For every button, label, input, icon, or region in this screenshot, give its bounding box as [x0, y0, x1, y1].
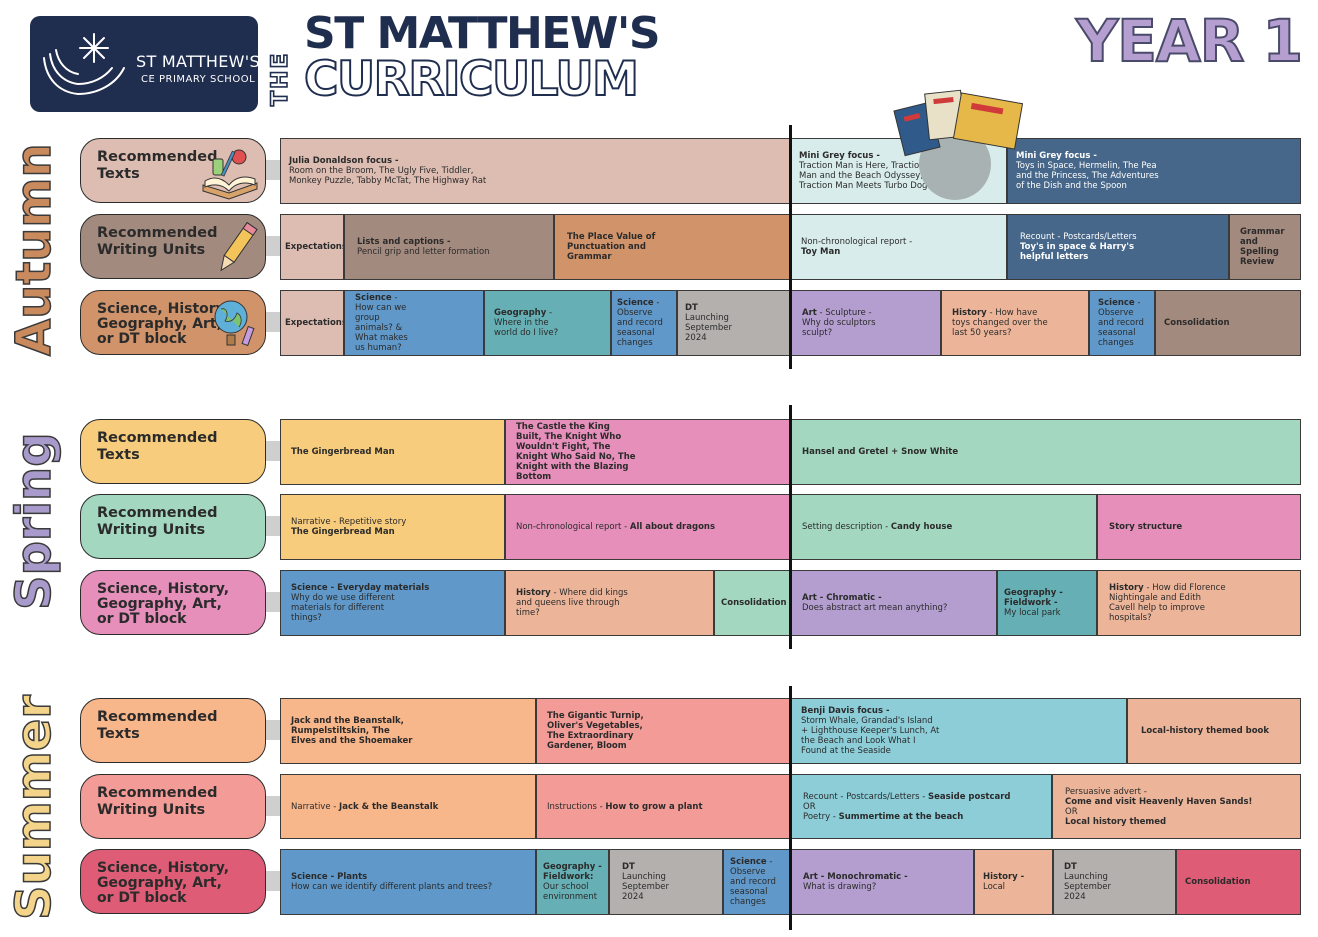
term-divider-spring: [789, 405, 792, 649]
spring-writing-non-chron: Non-chronological report - All about dra…: [505, 494, 790, 560]
row-label-spring-texts: Recommended Texts: [80, 419, 266, 484]
autumn-foundation-expectations: Expectations: [280, 290, 344, 356]
term-divider-autumn: [789, 125, 792, 369]
spring-text-1: The Gingerbread Man: [280, 419, 505, 485]
autumn-writing-grammar-review: Grammar and Spelling Review: [1229, 214, 1301, 280]
globe-icon: [214, 300, 255, 347]
autumn-writing-recount: Recount - Postcards/Letters Toy's in spac…: [1007, 214, 1229, 280]
book-covers-image: [893, 88, 1024, 204]
summer-foundation-dt-2: DT Launching September 2024: [1053, 849, 1176, 915]
spring-foundation-science: Science - Everyday materials Why do we us…: [280, 570, 505, 636]
term-divider-summer: [789, 686, 792, 930]
books-icon: [202, 149, 258, 200]
spring-text-2: The Castle the King Built, The Knight Wh…: [505, 419, 790, 485]
spring-foundation-history: History - Where did kings and queens liv…: [505, 570, 714, 636]
school-name: ST MATTHEW'S: [136, 52, 260, 71]
autumn-writing-place-value: The Place Value of Punctuation and Gramm…: [554, 214, 790, 280]
row-label-spring-foundation: Science, History, Geography, Art, or DT bl…: [80, 570, 266, 635]
autumn-foundation-art: Art - Sculpture - Why do sculptors sculp…: [790, 290, 941, 356]
summer-text-1: Jack and the Beanstalk, Rumpelstiltskin,…: [280, 698, 536, 764]
pencil-icon: [220, 221, 258, 272]
page-title-line2: CURRICULUM: [303, 52, 640, 107]
row-label-summer-texts: Recommended Texts: [80, 698, 266, 763]
spring-writing-setting: Setting description - Candy house: [790, 494, 1097, 560]
title-the: THE: [267, 51, 294, 107]
summer-foundation-consolidation: Consolidation: [1176, 849, 1301, 915]
autumn-text-1: Julia Donaldson focus - Room on the Broom…: [280, 138, 790, 204]
autumn-foundation-science-1: Science - How can we group animals? & Wh…: [344, 290, 484, 356]
summer-text-4: Local-history themed book: [1127, 698, 1301, 764]
autumn-text-3: Mini Grey focus - Toys in Space, Hermelin…: [1007, 138, 1301, 204]
summer-foundation-art: Art - Monochromatic - What is drawing?: [790, 849, 974, 915]
autumn-writing-lists-captions: Lists and captions - Pencil grip and lett…: [344, 214, 554, 280]
page-title-line1: ST MATTHEW'S: [304, 8, 661, 59]
season-label-summer: Summer: [5, 694, 63, 921]
summer-writing-persuasive: Persuasive advert - Come and visit Heave…: [1052, 774, 1301, 839]
spring-foundation-geography: Geography - Fieldwork - My local park: [997, 570, 1097, 636]
autumn-foundation-geography: Geography - Where in the world do I live…: [484, 290, 611, 356]
season-label-spring: Spring: [5, 432, 63, 611]
autumn-foundation-dt: DT Launching September 2024: [677, 290, 790, 356]
season-label-autumn: Autumn: [5, 143, 63, 357]
year-heading: YEAR 1: [1075, 7, 1304, 75]
autumn-foundation-consolidation: Consolidation: [1155, 290, 1301, 356]
summer-foundation-geography: Geography - Fieldwork: Our school environ…: [536, 849, 609, 915]
row-label-summer-foundation: Science, History, Geography, Art, or DT bl…: [80, 849, 266, 914]
summer-writing-recount-poetry: Recount - Postcards/Letters - Seaside po…: [790, 774, 1052, 839]
autumn-foundation-science-3: Science - Observe and record seasonal ch…: [1089, 290, 1155, 356]
summer-foundation-science-2: Science - Observe and record seasonal ch…: [723, 849, 790, 915]
spring-writing-narrative: Narrative - Repetitive story The Gingerbr…: [280, 494, 505, 560]
spring-foundation-art: Art - Chromatic - Does abstract art mean …: [790, 570, 997, 636]
summer-foundation-science: Science - Plants How can we identify diff…: [280, 849, 536, 915]
row-label-autumn-writing: Recommended Writing Units: [80, 214, 266, 279]
summer-text-3: Benji Davis focus - Storm Whale, Grandad'…: [790, 698, 1127, 764]
row-label-summer-writing: Recommended Writing Units: [80, 774, 266, 839]
school-logo: ST MATTHEW'S CE PRIMARY SCHOOL: [30, 16, 260, 112]
school-subtitle: CE PRIMARY SCHOOL: [141, 74, 256, 85]
spring-text-3: Hansel and Gretel + Snow White: [790, 419, 1301, 485]
hands-star-icon: [43, 33, 125, 96]
summer-foundation-dt: DT Launching September 2024: [609, 849, 723, 915]
autumn-writing-expectations: Expectations: [280, 214, 344, 280]
autumn-writing-non-chron: Non-chronological report - Toy Man: [790, 214, 1007, 280]
row-label-autumn-texts: Recommended Texts: [80, 138, 266, 203]
row-label-autumn-foundation: Science, History, Geography, Art, or DT bl…: [80, 290, 266, 355]
spring-foundation-history-2: History - How did Florence Nightingale a…: [1097, 570, 1301, 636]
summer-text-2: The Gigantic Turnip, Oliver's Vegetables…: [536, 698, 790, 764]
autumn-foundation-science-2: Science - Observe and record seasonal ch…: [611, 290, 677, 356]
summer-foundation-history: History - Local: [974, 849, 1053, 915]
spring-foundation-consolidation: Consolidation: [714, 570, 790, 636]
summer-writing-narrative: Narrative - Jack & the Beanstalk: [280, 774, 536, 839]
row-label-spring-writing: Recommended Writing Units: [80, 494, 266, 559]
summer-writing-instructions: Instructions - How to grow a plant: [536, 774, 790, 839]
autumn-foundation-history: History - How have toys changed over the…: [941, 290, 1089, 356]
spring-writing-story-structure: Story structure: [1097, 494, 1301, 560]
